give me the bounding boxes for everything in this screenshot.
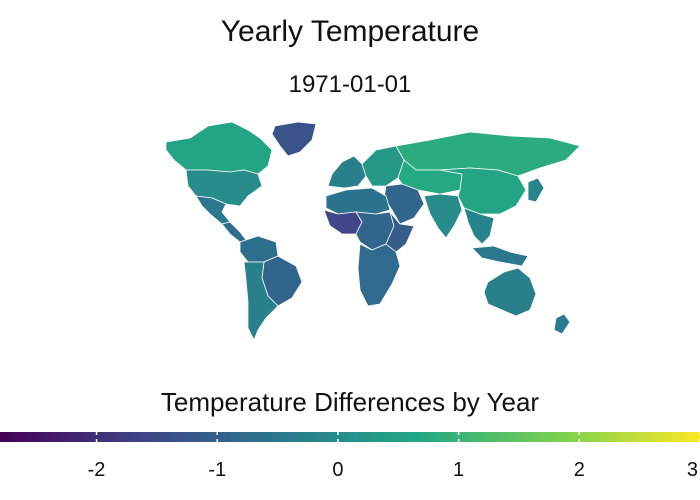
- legend-tick-label: 0: [332, 459, 343, 481]
- region-india: [423, 193, 463, 239]
- map-title: Yearly Temperature: [220, 15, 480, 48]
- region-united-states: [185, 169, 263, 207]
- legend-tick-label: 2: [574, 459, 585, 481]
- region-southern-africa: [357, 243, 401, 307]
- region-indonesia: [471, 245, 529, 267]
- legend-colorbar: [0, 432, 700, 442]
- legend-tick-label: 1: [453, 459, 464, 481]
- legend-tick-label: -2: [88, 459, 106, 481]
- legend-title: Temperature Differences by Year: [160, 387, 540, 417]
- region-greenland: [271, 121, 317, 157]
- region-new-zealand: [553, 313, 571, 335]
- region-canada: [165, 121, 273, 175]
- legend-tick-label: 3: [687, 459, 698, 481]
- map-subtitle: 1971-01-01: [288, 71, 412, 98]
- color-legend: -2 -1 0 1 2 3: [0, 432, 700, 481]
- region-china: [439, 167, 527, 215]
- region-north-africa: [325, 187, 391, 215]
- legend-tick-label: -1: [208, 459, 226, 481]
- region-southeast-asia: [463, 207, 495, 245]
- region-east-africa: [385, 211, 415, 253]
- region-western-europe: [327, 155, 367, 189]
- region-eastern-europe: [361, 145, 405, 187]
- world-map: [165, 121, 581, 341]
- region-japan: [527, 177, 545, 203]
- region-central-asia: [397, 159, 463, 195]
- region-south-america-south: [243, 261, 279, 341]
- region-central-america: [221, 221, 247, 243]
- region-west-africa: [323, 209, 363, 235]
- region-australia: [483, 267, 537, 317]
